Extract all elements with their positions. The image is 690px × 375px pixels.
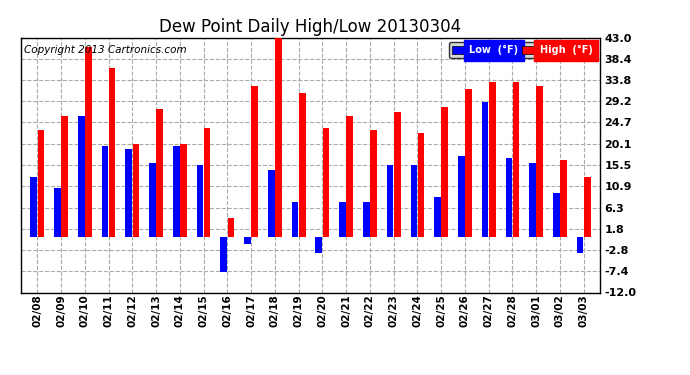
Bar <box>132 144 139 237</box>
Bar <box>482 102 489 237</box>
Bar <box>506 158 512 237</box>
Bar <box>417 132 424 237</box>
Bar <box>275 38 282 237</box>
Bar <box>157 110 163 237</box>
Bar <box>78 116 85 237</box>
Bar <box>584 177 591 237</box>
Legend: Low  (°F), High  (°F): Low (°F), High (°F) <box>448 42 595 58</box>
Bar <box>363 202 370 237</box>
Text: Copyright 2013 Cartronics.com: Copyright 2013 Cartronics.com <box>23 45 186 55</box>
Bar <box>529 163 536 237</box>
Bar <box>387 165 393 237</box>
Bar <box>85 47 92 237</box>
Bar <box>465 88 472 237</box>
Bar <box>251 86 258 237</box>
Bar <box>30 177 37 237</box>
Bar <box>370 130 377 237</box>
Bar <box>346 116 353 237</box>
Bar <box>173 147 179 237</box>
Bar <box>299 93 306 237</box>
Bar <box>37 130 44 237</box>
Bar <box>204 128 210 237</box>
Bar <box>394 112 400 237</box>
Bar <box>61 116 68 237</box>
Bar <box>536 86 543 237</box>
Bar <box>228 218 234 237</box>
Bar <box>458 156 464 237</box>
Bar <box>55 188 61 237</box>
Bar <box>442 107 448 237</box>
Bar <box>292 202 298 237</box>
Bar <box>489 81 495 237</box>
Bar <box>109 68 115 237</box>
Bar <box>315 237 322 253</box>
Bar <box>244 237 251 244</box>
Bar <box>101 147 108 237</box>
Bar <box>323 128 329 237</box>
Bar <box>126 149 132 237</box>
Bar <box>197 165 204 237</box>
Bar <box>180 144 187 237</box>
Bar <box>221 237 227 272</box>
Bar <box>560 160 566 237</box>
Bar <box>553 193 560 237</box>
Bar <box>339 202 346 237</box>
Bar <box>149 163 156 237</box>
Bar <box>268 170 275 237</box>
Bar <box>513 81 520 237</box>
Bar <box>434 198 441 237</box>
Bar <box>577 237 584 253</box>
Bar <box>411 165 417 237</box>
Title: Dew Point Daily High/Low 20130304: Dew Point Daily High/Low 20130304 <box>159 18 462 36</box>
